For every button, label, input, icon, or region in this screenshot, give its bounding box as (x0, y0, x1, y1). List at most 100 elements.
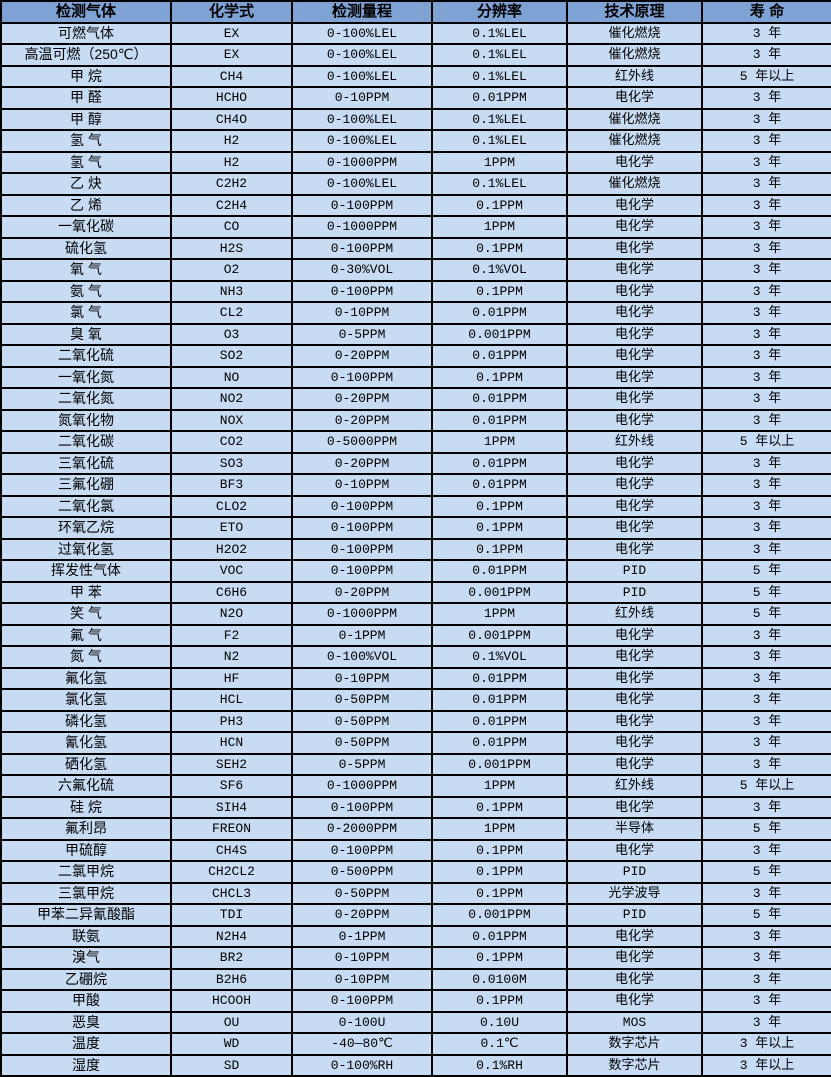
cell-resolution: 0.1%VOL (431, 258, 568, 282)
cell-lifespan: 5 年以上 (701, 64, 831, 88)
cell-principle: 电化学 (566, 86, 703, 110)
cell-resolution: 0.1PPM (431, 795, 568, 819)
cell-range: 0-100PPM (291, 537, 433, 561)
cell-gas-name: 溴气 (0, 946, 172, 970)
table-row: 甲苯二异氰酸酯 TDI 0-20PPM 0.001PPM PID 5 年 (0, 903, 831, 927)
cell-gas-name: 甲 醛 (0, 86, 172, 110)
cell-range: 0-100%LEL (291, 64, 433, 88)
cell-principle: 红外线 (566, 64, 703, 88)
cell-resolution: 0.1%LEL (431, 129, 568, 153)
cell-range: 0-100%LEL (291, 129, 433, 153)
cell-gas-name: 氧 气 (0, 258, 172, 282)
table-row: 氯化氢 HCL 0-50PPM 0.01PPM 电化学 3 年 (0, 688, 831, 712)
cell-principle: 催化燃烧 (566, 172, 703, 196)
table-row: 氟化氢 HF 0-10PPM 0.01PPM 电化学 3 年 (0, 666, 831, 690)
cell-principle: 电化学 (566, 645, 703, 669)
cell-formula: O3 (170, 322, 293, 346)
cell-formula: SF6 (170, 774, 293, 798)
cell-lifespan: 3 年 (701, 473, 831, 497)
cell-range: 0-20PPM (291, 387, 433, 411)
cell-range: 0-100PPM (291, 279, 433, 303)
header-formula: 化学式 (170, 0, 293, 24)
cell-principle: 电化学 (566, 537, 703, 561)
cell-resolution: 1PPM (431, 215, 568, 239)
cell-principle: 电化学 (566, 688, 703, 712)
cell-principle: 光学波导 (566, 881, 703, 905)
cell-formula: SD (170, 1053, 293, 1077)
cell-principle: 电化学 (566, 387, 703, 411)
table-row: 恶臭 OU 0-100U 0.10U MOS 3 年 (0, 1010, 831, 1034)
cell-principle: PID (566, 580, 703, 604)
table-row: 湿度 SD 0-100%RH 0.1%RH 数字芯片 3 年以上 (0, 1053, 831, 1077)
cell-lifespan: 3 年 (701, 989, 831, 1013)
table-row: 氢 气 H2 0-100%LEL 0.1%LEL 催化燃烧 3 年 (0, 129, 831, 153)
cell-principle: 电化学 (566, 365, 703, 389)
cell-formula: C6H6 (170, 580, 293, 604)
table-row: 环氧乙烷 ETO 0-100PPM 0.1PPM 电化学 3 年 (0, 516, 831, 540)
cell-gas-name: 氯 气 (0, 301, 172, 325)
cell-lifespan: 3 年 (701, 365, 831, 389)
cell-principle: PID (566, 903, 703, 927)
header-principle: 技术原理 (566, 0, 703, 24)
cell-resolution: 0.01PPM (431, 301, 568, 325)
cell-resolution: 0.01PPM (431, 473, 568, 497)
cell-resolution: 0.0100M (431, 967, 568, 991)
cell-gas-name: 乙 炔 (0, 172, 172, 196)
cell-lifespan: 3 年 (701, 709, 831, 733)
cell-resolution: 0.1PPM (431, 516, 568, 540)
table-row: 联氨 N2H4 0-1PPM 0.01PPM 电化学 3 年 (0, 924, 831, 948)
cell-gas-name: 可燃气体 (0, 21, 172, 45)
cell-principle: 数字芯片 (566, 1053, 703, 1077)
cell-lifespan: 3 年 (701, 193, 831, 217)
cell-range: 0-5000PPM (291, 430, 433, 454)
cell-gas-name: 高温可燃（250℃） (0, 43, 172, 67)
cell-range: 0-2000PPM (291, 817, 433, 841)
cell-resolution: 0.1PPM (431, 881, 568, 905)
cell-lifespan: 3 年 (701, 731, 831, 755)
cell-formula: CO2 (170, 430, 293, 454)
cell-lifespan: 5 年 (701, 602, 831, 626)
cell-lifespan: 3 年 (701, 795, 831, 819)
table-row: 乙 烯 C2H4 0-100PPM 0.1PPM 电化学 3 年 (0, 193, 831, 217)
cell-range: 0-100PPM (291, 236, 433, 260)
cell-gas-name: 二氧化硫 (0, 344, 172, 368)
cell-principle: 催化燃烧 (566, 129, 703, 153)
cell-gas-name: 过氧化氢 (0, 537, 172, 561)
cell-range: 0-50PPM (291, 881, 433, 905)
cell-lifespan: 3 年 (701, 494, 831, 518)
cell-resolution: 0.01PPM (431, 709, 568, 733)
cell-resolution: 0.001PPM (431, 623, 568, 647)
cell-gas-name: 甲硫醇 (0, 838, 172, 862)
cell-gas-name: 乙 烯 (0, 193, 172, 217)
header-resolution: 分辨率 (431, 0, 568, 24)
cell-range: 0-1PPM (291, 924, 433, 948)
cell-principle: 电化学 (566, 279, 703, 303)
cell-lifespan: 3 年 (701, 86, 831, 110)
cell-gas-name: 笑 气 (0, 602, 172, 626)
cell-formula: N2 (170, 645, 293, 669)
cell-resolution: 1PPM (431, 150, 568, 174)
cell-formula: FREON (170, 817, 293, 841)
cell-resolution: 0.1PPM (431, 989, 568, 1013)
cell-formula: H2O2 (170, 537, 293, 561)
cell-lifespan: 3 年 (701, 301, 831, 325)
cell-principle: 数字芯片 (566, 1032, 703, 1056)
header-gas-name: 检测气体 (0, 0, 172, 24)
cell-resolution: 0.01PPM (431, 559, 568, 583)
cell-lifespan: 3 年 (701, 408, 831, 432)
cell-lifespan: 3 年 (701, 43, 831, 67)
cell-formula: TDI (170, 903, 293, 927)
cell-formula: NO (170, 365, 293, 389)
cell-formula: NO2 (170, 387, 293, 411)
cell-principle: 催化燃烧 (566, 21, 703, 45)
cell-range: 0-10PPM (291, 301, 433, 325)
cell-lifespan: 3 年 (701, 387, 831, 411)
table-row: 一氧化氮 NO 0-100PPM 0.1PPM 电化学 3 年 (0, 365, 831, 389)
table-row: 甲硫醇 CH4S 0-100PPM 0.1PPM 电化学 3 年 (0, 838, 831, 862)
cell-gas-name: 氰化氢 (0, 731, 172, 755)
cell-gas-name: 二氧化氮 (0, 387, 172, 411)
table-row: 二氧化碳 CO2 0-5000PPM 1PPM 红外线 5 年以上 (0, 430, 831, 454)
cell-formula: SO3 (170, 451, 293, 475)
cell-resolution: 1PPM (431, 602, 568, 626)
cell-principle: 红外线 (566, 774, 703, 798)
